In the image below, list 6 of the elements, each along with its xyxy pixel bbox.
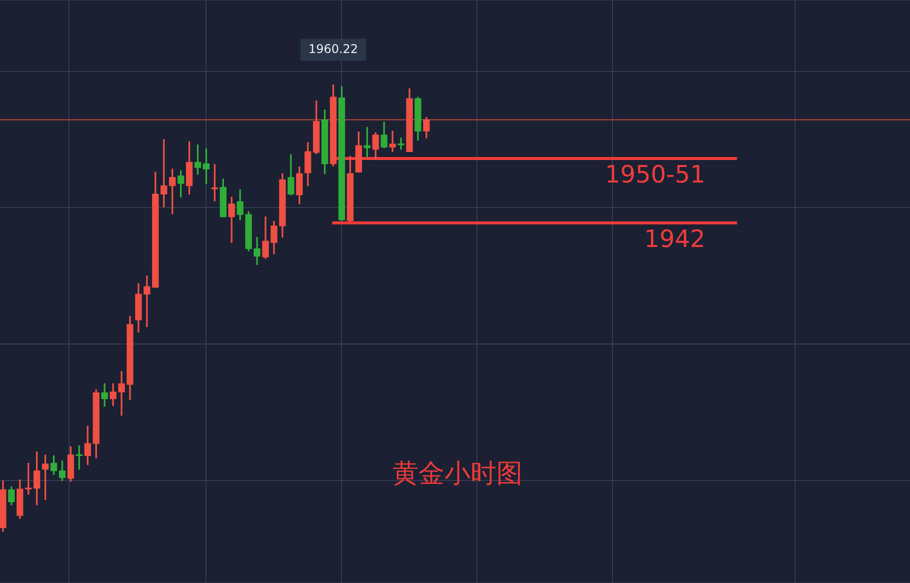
candlestick [389,130,396,152]
candlestick [398,138,404,150]
ref-line-label: 1950-51 [604,160,706,189]
annotation: 1960.22 [308,42,358,56]
text: 黄金小时图 [392,458,523,489]
ref-line-label: 1942 [644,225,706,254]
